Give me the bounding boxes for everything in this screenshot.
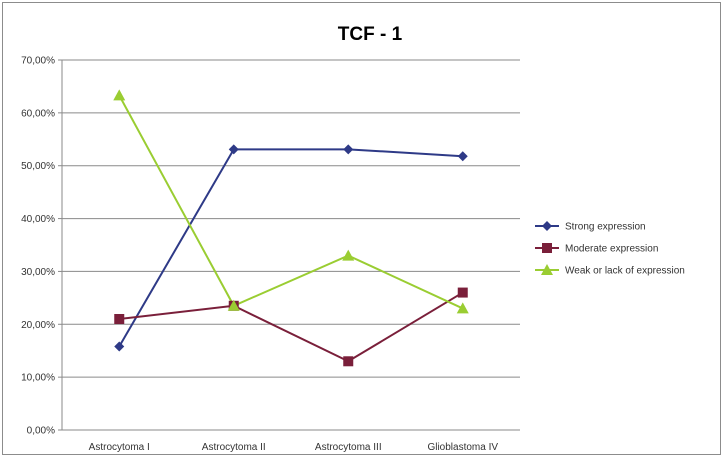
chart-frame — [2, 2, 721, 455]
data-point-0-3 — [457, 151, 468, 162]
legend-label: Moderate expression — [565, 244, 658, 255]
data-point-2-3 — [456, 302, 469, 314]
y-tick-label: 10,00% — [21, 373, 55, 384]
y-axis-ticks: 0,00% 10,00% 20,00% 30,00% 40,00% 50,00% 60,00… — [21, 56, 55, 437]
x-tick-label: Astrocytoma II — [202, 442, 266, 453]
data-point-1-3 — [457, 287, 468, 298]
legend-marker-0 — [542, 221, 552, 231]
legend-label: Weak or lack of expression — [565, 266, 685, 277]
x-tick-label: Glioblastoma IV — [427, 442, 498, 453]
y-tick-label: 0,00% — [27, 426, 55, 437]
y-tick-label: 50,00% — [21, 161, 55, 172]
data-point-0-1 — [228, 144, 239, 155]
y-tick-label: 60,00% — [21, 108, 55, 119]
data-point-1-0 — [114, 314, 125, 324]
series-line-2 — [118, 94, 464, 310]
y-tick-label: 20,00% — [21, 320, 55, 331]
series-line-0 — [118, 148, 463, 347]
series-line-1 — [119, 291, 464, 363]
x-tick-label: Astrocytoma I — [89, 442, 150, 453]
legend-label: Strong expression — [565, 222, 646, 233]
chart-title: TCF - 1 — [338, 24, 403, 45]
legend-marker-1 — [542, 243, 552, 253]
series-lines — [118, 94, 464, 363]
legend-marker-2 — [541, 264, 553, 275]
y-tick-label: 40,00% — [21, 214, 55, 225]
data-point-2-2 — [342, 249, 355, 261]
x-axis-ticks: Astrocytoma I Astrocytoma II Astrocytoma I… — [89, 442, 499, 453]
y-tick-label: 30,00% — [21, 267, 55, 278]
data-point-0-0 — [114, 341, 125, 352]
data-point-0-2 — [343, 144, 354, 155]
x-tick-label: Astrocytoma III — [315, 442, 382, 453]
series-markers — [113, 89, 469, 367]
gridlines — [58, 59, 520, 431]
data-point-2-0 — [113, 89, 126, 101]
data-point-1-2 — [343, 356, 354, 367]
data-point-2-1 — [227, 299, 240, 311]
legend: Strong expression Moderate expression Weak… — [535, 221, 685, 277]
y-tick-label: 70,00% — [21, 56, 55, 67]
